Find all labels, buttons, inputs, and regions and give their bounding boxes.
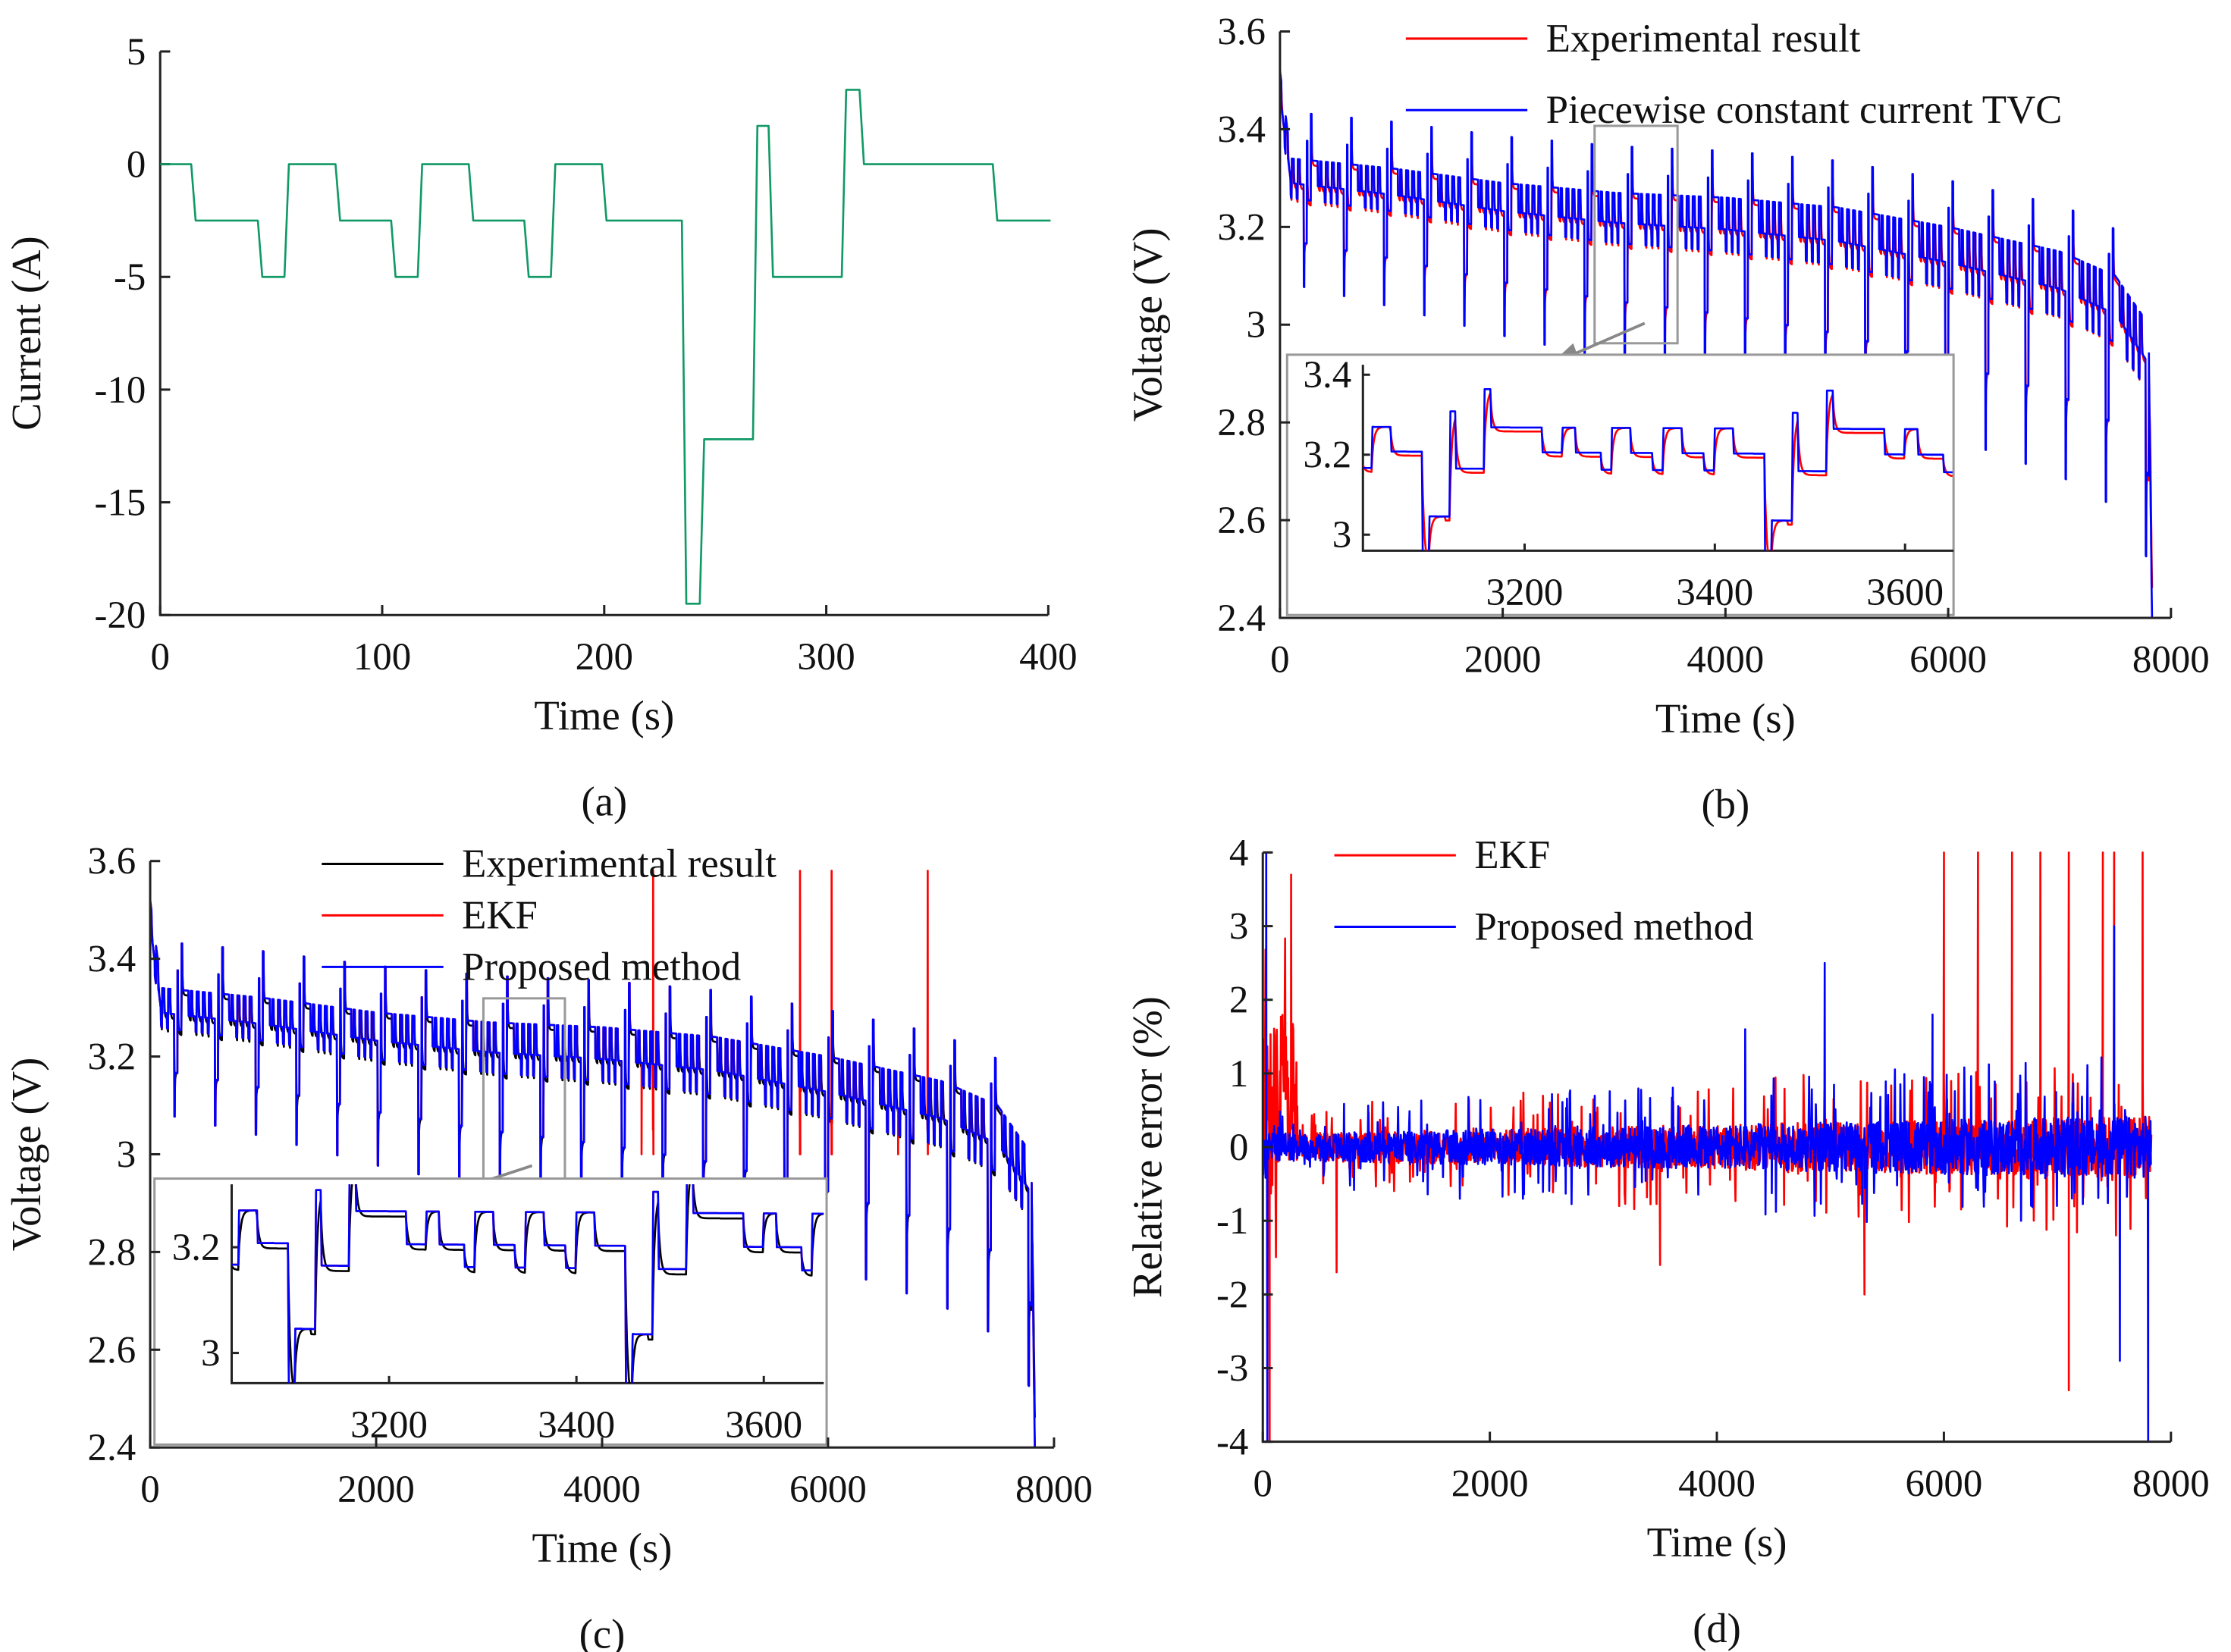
y-tick-label: 3.4	[1217, 108, 1266, 151]
inset-line-proposed-method	[231, 1184, 824, 1384]
x-tick-label: 0	[150, 636, 169, 679]
panel-caption: (d)	[1693, 1605, 1741, 1651]
x-axis-label: Time (s)	[532, 1525, 673, 1571]
x-tick-label: 8000	[2132, 639, 2210, 682]
inset-box	[153, 1177, 828, 1446]
y-tick-label: 3	[117, 1133, 136, 1176]
legend-entry: Experimental result	[462, 842, 777, 886]
y-tick-label: -15	[95, 482, 146, 525]
panel-a-current: 0 100 200 300 400 5 0 -5 -10 -15 -20 Time (s) Curren…	[3, 31, 1078, 824]
line-piecewise-constant-current-tvc	[1279, 70, 2154, 619]
y-tick-label: 0	[1229, 1127, 1248, 1169]
inset-y-tick-label: 3.2	[172, 1227, 221, 1269]
x-axis-label: Time (s)	[1647, 1519, 1787, 1566]
inset-line-piecewise-constant-current-tvc	[1363, 388, 1953, 551]
y-tick-label: 3.6	[88, 841, 136, 883]
x-tick-label: 4000	[1687, 639, 1764, 682]
inset-x-tick-label: 3600	[725, 1404, 802, 1447]
x-tick-label: 0	[140, 1469, 159, 1511]
x-tick-label: 8000	[2132, 1462, 2210, 1505]
panel-b-voltage-tvc: 3200 3400 3600 3.4 3.2 3 0 2000 4000 6000 8000 3.6 3…	[1124, 11, 2209, 827]
zoom-arrow	[1565, 321, 1646, 359]
y-tick-label: 5	[127, 31, 146, 74]
y-tick-label: -3	[1216, 1347, 1248, 1390]
y-tick-label: 3	[1247, 304, 1266, 346]
inset-x-tick-label: 3600	[1866, 572, 1944, 614]
x-tick-label: 0	[1270, 639, 1289, 682]
inset-x-tick-label: 3200	[1486, 572, 1564, 614]
inset-axes	[1361, 365, 1954, 552]
legend-entry: Proposed method	[1474, 904, 1753, 948]
line-proposed-method	[149, 900, 1036, 1448]
y-tick-label: 2	[1229, 980, 1248, 1022]
y-tick-label: 3.2	[1217, 206, 1266, 249]
x-tick-label: 6000	[789, 1469, 867, 1511]
y-tick-label: -1	[1216, 1200, 1248, 1243]
x-tick-label: 4000	[1678, 1462, 1756, 1505]
legend-entry: EKF	[462, 893, 538, 937]
inset-y-tick-label: 3.4	[1304, 354, 1352, 397]
zoom-region-box	[1593, 124, 1679, 345]
panel-c-voltage-ekf: 3200 3400 3600 3.2 3 0 2000 4000 6000 8000 3.6 3.4 3…	[3, 841, 1093, 1652]
x-tick-label: 8000	[1015, 1469, 1093, 1511]
x-tick-label: 200	[576, 636, 633, 679]
y-axis-label: Current (A)	[3, 236, 49, 431]
x-axis-label: Time (s)	[1655, 695, 1796, 741]
legend-entry: Experimental result	[1546, 17, 1861, 61]
y-tick-label: 2.4	[88, 1427, 136, 1469]
y-tick-label: -2	[1216, 1274, 1248, 1316]
y-tick-label: -4	[1216, 1422, 1248, 1464]
inset-y-tick-label: 3.2	[1304, 434, 1352, 477]
x-tick-label: 400	[1019, 636, 1077, 679]
y-tick-label: 3	[1229, 906, 1248, 948]
y-tick-label: 1	[1229, 1053, 1248, 1096]
inset-line-experimental-result	[231, 1184, 824, 1384]
y-axis-label: Relative error (%)	[1124, 996, 1170, 1298]
y-tick-label: 2.8	[1217, 402, 1266, 444]
inset-x-tick-label: 3200	[350, 1404, 428, 1447]
y-tick-label: 4	[1229, 832, 1248, 874]
x-tick-label: 2000	[1451, 1462, 1529, 1505]
x-tick-label: 6000	[1906, 1462, 1983, 1505]
panel-caption: (b)	[1701, 781, 1749, 827]
y-tick-label: 3.2	[88, 1036, 136, 1079]
panel-caption: (c)	[579, 1610, 626, 1652]
panel-caption: (a)	[581, 778, 627, 824]
inset-x-tick-label: 3400	[1676, 572, 1753, 614]
x-tick-label: 4000	[563, 1469, 641, 1511]
error-line-proposed-method	[1261, 851, 2152, 1443]
axes-frame	[158, 51, 1049, 616]
y-tick-label: -20	[95, 594, 146, 637]
y-tick-label: 3.4	[88, 939, 136, 981]
inset-box	[1285, 353, 1955, 616]
legend-entry: EKF	[1474, 833, 1550, 877]
x-tick-label: 2000	[1464, 639, 1542, 682]
y-tick-label: 2.8	[88, 1231, 136, 1274]
y-tick-label: -5	[114, 256, 146, 299]
y-axis-label: Voltage (V)	[3, 1058, 49, 1252]
y-tick-label: 3.6	[1217, 11, 1266, 53]
panel-d-relative-error: 0 2000 4000 6000 8000 4 3 2 1 0 -1 -2 -3 -4 Time (s) Re…	[1124, 832, 2209, 1650]
inset-x-tick-label: 3400	[538, 1404, 615, 1447]
x-tick-label: 300	[797, 636, 855, 679]
x-tick-label: 100	[353, 636, 411, 679]
legend-entry: Piecewise constant current TVC	[1546, 88, 2063, 132]
inset-y-tick-label: 3	[201, 1333, 220, 1375]
x-axis-label: Time (s)	[534, 692, 674, 738]
y-tick-label: 0	[127, 144, 146, 187]
y-axis-label: Voltage (V)	[1124, 227, 1170, 422]
x-tick-label: 0	[1254, 1462, 1272, 1505]
legend-entry: Proposed method	[462, 945, 741, 989]
x-tick-label: 6000	[1909, 639, 1987, 682]
y-tick-label: 2.6	[1217, 500, 1266, 542]
inset-y-tick-label: 3	[1332, 514, 1351, 556]
y-tick-label: -10	[95, 369, 146, 412]
current-line	[160, 89, 1051, 605]
y-tick-label: 2.6	[88, 1329, 136, 1371]
x-tick-label: 2000	[337, 1469, 415, 1511]
y-tick-label: 2.4	[1217, 597, 1266, 640]
